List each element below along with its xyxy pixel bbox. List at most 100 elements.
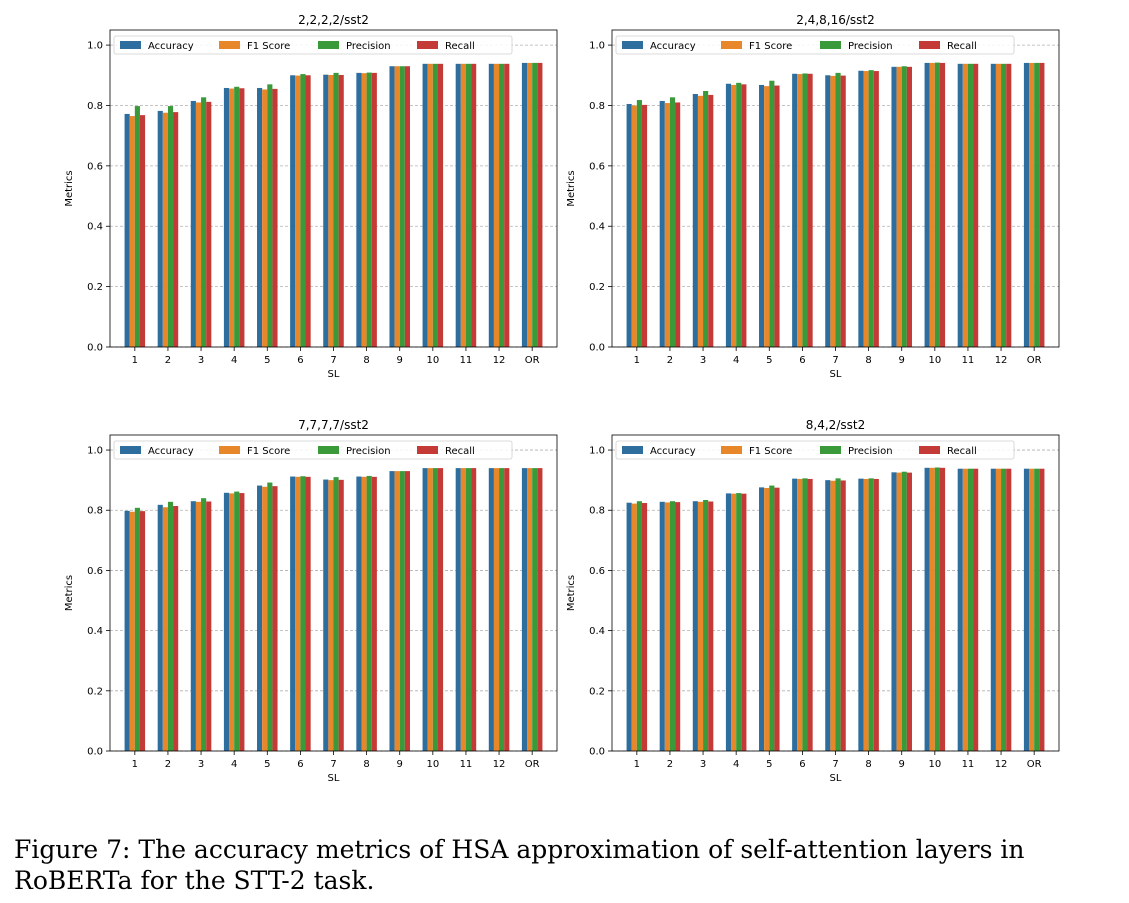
bar-f1-score-8: [361, 476, 367, 751]
bar-precision-4: [234, 491, 240, 751]
bar-accuracy-6: [290, 75, 296, 348]
bar-f1-score-6: [295, 476, 301, 751]
x-tick-label: 8: [865, 759, 871, 770]
chart-panel-1: 0.00.20.40.60.81.01 2 3 4 5 6 7 8 9 10 11 12 OR2,2,2…: [64, 13, 558, 380]
x-axis-label: SL: [830, 369, 842, 380]
bar-recall-8: [371, 476, 377, 751]
bar-recall-10: [437, 468, 444, 751]
y-tick-label: 0.0: [589, 343, 605, 354]
y-tick-label: 0.2: [589, 282, 605, 293]
x-tick-label: 11: [460, 355, 473, 366]
bar-precision-OR: [532, 62, 538, 347]
bar-f1-score-4: [731, 493, 737, 751]
bar-f1-score-7: [328, 480, 334, 751]
bar-precision-4: [736, 82, 742, 347]
y-tick-label: 0.8: [589, 101, 605, 112]
bar-f1-score-11: [962, 468, 968, 751]
bar-recall-OR: [1039, 468, 1045, 751]
bar-f1-score-10: [427, 468, 433, 751]
bar-precision-8: [868, 478, 874, 751]
legend: Accuracy F1 Score Precision Recall: [113, 35, 513, 55]
bar-f1-score-12: [995, 468, 1002, 751]
bar-precision-2: [167, 106, 174, 347]
x-tick-label: 6: [297, 759, 303, 770]
bar-f1-score-9: [394, 66, 400, 347]
bar-recall-5: [774, 85, 780, 347]
bar-accuracy-6: [792, 478, 798, 751]
bar-precision-1: [134, 106, 140, 347]
x-tick-label: 10: [426, 355, 439, 366]
bar-recall-12: [1006, 63, 1012, 348]
bar-recall-8: [873, 478, 879, 751]
legend-box: [113, 35, 513, 55]
bar-accuracy-4: [725, 83, 732, 347]
x-tick-label: 11: [460, 759, 473, 770]
bar-recall-OR: [537, 468, 543, 751]
bar-accuracy-1: [626, 502, 632, 751]
y-tick-label: 0.6: [87, 566, 103, 577]
x-tick-label: 7: [330, 355, 336, 366]
bar-f1-score-8: [863, 71, 869, 347]
x-tick-label: 2: [165, 355, 171, 366]
chart-title: 2,4,8,16/sst2: [796, 13, 875, 27]
y-tick-label: 0.4: [87, 626, 103, 637]
bar-accuracy-11: [957, 468, 963, 751]
x-tick-label: 2: [165, 759, 171, 770]
x-tick-label: 12: [995, 759, 1008, 770]
bar-f1-score-5: [764, 86, 770, 347]
legend-label: F1 Score: [247, 446, 290, 457]
bar-f1-score-7: [328, 74, 334, 347]
bar-f1-score-OR: [527, 468, 533, 751]
x-tick-label: 3: [700, 355, 706, 366]
bar-f1-score-OR: [527, 62, 533, 347]
legend-label: Precision: [848, 446, 893, 457]
x-tick-label: 4: [733, 355, 739, 366]
x-tick-label: 7: [832, 759, 838, 770]
bar-accuracy-11: [455, 468, 461, 751]
bar-precision-7: [835, 72, 841, 347]
bar-accuracy-3: [692, 94, 698, 347]
bar-f1-score-6: [797, 74, 803, 347]
y-tick-label: 0.8: [589, 506, 605, 517]
bar-recall-5: [774, 487, 780, 751]
y-axis-label: Metrics: [64, 170, 75, 206]
x-tick-label: 3: [198, 355, 204, 366]
bar-f1-score-9: [896, 66, 902, 347]
bar-accuracy-9: [891, 472, 897, 751]
x-tick-label: 4: [733, 759, 739, 770]
bar-accuracy-11: [957, 63, 963, 348]
bar-accuracy-8: [356, 72, 362, 347]
bar-accuracy-5: [257, 87, 263, 348]
bar-accuracy-12: [990, 63, 996, 348]
y-tick-label: 0.0: [87, 747, 103, 758]
legend-label: Precision: [848, 41, 893, 52]
bar-f1-score-2: [664, 502, 670, 751]
legend-swatch-precision: [820, 446, 841, 454]
chart-panel-3: 0.00.20.40.60.81.01 2 3 4 5 6 7 8 9 10 11 12 OR7,7,7…: [64, 418, 558, 784]
bar-recall-8: [371, 72, 377, 347]
x-tick-label: 10: [928, 759, 941, 770]
bar-accuracy-OR: [1023, 468, 1030, 751]
x-tick-label: OR: [1027, 355, 1042, 366]
legend-label: F1 Score: [749, 41, 792, 52]
y-tick-label: 0.4: [87, 222, 103, 233]
chart-title: 8,4,2/sst2: [806, 418, 865, 432]
x-tick-label: OR: [525, 355, 540, 366]
x-tick-label: OR: [525, 759, 540, 770]
bar-accuracy-1: [124, 510, 130, 751]
legend-label: Accuracy: [148, 446, 194, 457]
y-tick-label: 0.4: [589, 626, 605, 637]
legend-box: [615, 440, 1015, 460]
legend-swatch-f1-score: [721, 446, 742, 454]
legend-label: F1 Score: [247, 41, 290, 52]
bar-precision-12: [1001, 468, 1007, 751]
bar-recall-12: [504, 468, 510, 751]
bar-recall-4: [239, 88, 245, 348]
bar-accuracy-5: [759, 84, 765, 348]
bar-precision-1: [636, 501, 642, 751]
bar-recall-7: [338, 479, 344, 751]
y-tick-label: 0.4: [589, 222, 605, 233]
bar-recall-11: [471, 468, 477, 751]
bar-accuracy-9: [389, 66, 395, 347]
bar-f1-score-12: [995, 63, 1002, 348]
